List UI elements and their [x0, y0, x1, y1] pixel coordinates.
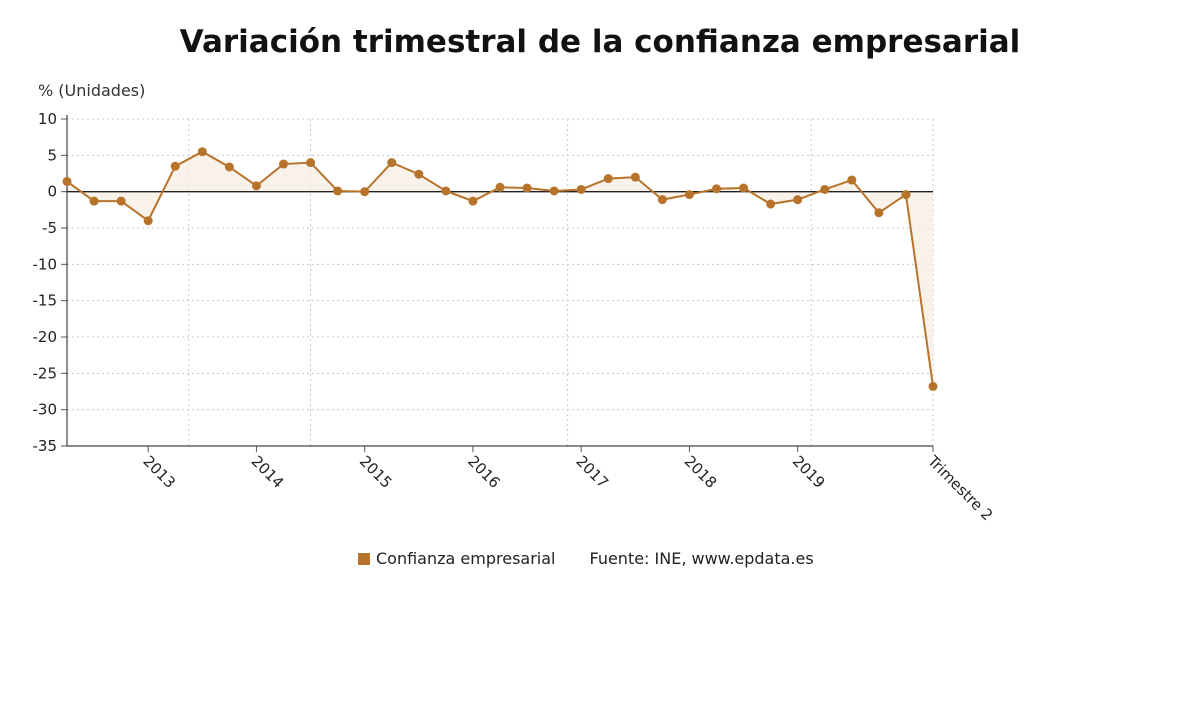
- x-tick-label: 2016: [464, 452, 504, 492]
- data-point: [360, 187, 370, 197]
- data-point: [62, 176, 72, 186]
- data-point: [197, 147, 207, 157]
- y-tick-label: -5: [42, 219, 57, 237]
- data-point: [495, 182, 505, 192]
- y-tick-labels: 10 5 0 -5 -10 -15 -20 -25 -30 -35: [33, 110, 58, 455]
- data-point: [306, 158, 316, 168]
- data-point: [143, 216, 153, 226]
- y-tick-label: -35: [33, 437, 58, 455]
- data-point: [630, 172, 640, 182]
- data-point: [793, 195, 803, 205]
- x-tick-label: 2013: [139, 452, 179, 492]
- y-axis-label: % (Unidades): [38, 81, 146, 100]
- data-point: [333, 186, 343, 196]
- series-line-group: [62, 147, 938, 391]
- data-point: [414, 169, 424, 179]
- data-point: [251, 181, 261, 191]
- legend-label: Confianza empresarial: [376, 549, 556, 568]
- data-point: [684, 190, 694, 200]
- data-point: [928, 381, 938, 391]
- data-point: [603, 174, 613, 184]
- x-tick-labels: 2013 2014 2015 2016 2017 2018 2019 Trimestre 2: [139, 451, 996, 524]
- x-tick-label: 2019: [789, 452, 829, 492]
- data-point: [657, 195, 667, 205]
- x-tick-label: 2015: [356, 452, 396, 492]
- data-point: [116, 196, 126, 206]
- data-point: [387, 158, 397, 168]
- y-tick-label: 0: [47, 183, 57, 201]
- y-tick-label: -25: [33, 364, 58, 382]
- source-note: Fuente: INE, www.epdata.es: [589, 549, 814, 568]
- x-tick-label: 2018: [681, 452, 721, 492]
- data-point: [847, 175, 857, 185]
- data-point: [739, 183, 749, 193]
- data-point: [820, 184, 830, 194]
- x-tick-label: Trimestre 2: [923, 451, 996, 524]
- data-point: [441, 186, 451, 196]
- y-tick-label: -30: [33, 401, 58, 419]
- data-point: [874, 208, 884, 218]
- legend: Confianza empresarial Fuente: INE, www.e…: [358, 549, 814, 568]
- y-tick-label: -15: [33, 292, 58, 310]
- data-point: [224, 162, 234, 172]
- data-point: [576, 184, 586, 194]
- x-tick-label: 2017: [572, 452, 612, 492]
- y-tick-label: 10: [38, 110, 57, 128]
- data-point: [712, 184, 721, 194]
- legend-swatch: [358, 552, 370, 565]
- data-point: [468, 196, 478, 206]
- chart-title: Variación trimestral de la confianza emp…: [179, 24, 1021, 60]
- data-point: [901, 190, 911, 200]
- data-point: [766, 199, 776, 209]
- data-point: [549, 186, 559, 196]
- data-point: [170, 161, 180, 171]
- y-tick-label: 5: [47, 146, 57, 164]
- y-tick-label: -10: [33, 255, 58, 273]
- data-point: [279, 159, 288, 169]
- data-point: [89, 196, 99, 206]
- x-tick-label: 2014: [248, 452, 288, 492]
- data-point: [522, 183, 532, 193]
- y-tick-label: -20: [33, 328, 58, 346]
